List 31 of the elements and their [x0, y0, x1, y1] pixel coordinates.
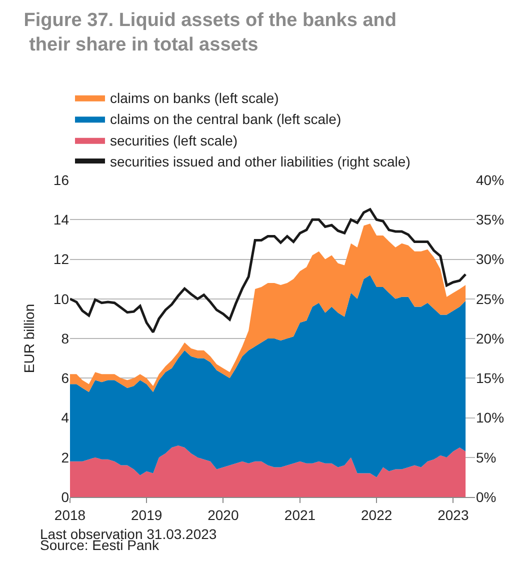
y-tick-label: 16	[53, 172, 70, 188]
y2-tick-label: 35%	[476, 212, 504, 228]
x-tick-label: 2018	[54, 506, 86, 523]
y-tick-label: 12	[53, 251, 70, 268]
chart-title: Figure 37. Liquid assets of the banks and their share in total assets	[24, 10, 397, 56]
x-tick-label: 2023	[438, 506, 469, 523]
y2-tick-label: 40%	[476, 172, 504, 188]
legend-label: claims on banks (left scale)	[110, 90, 279, 106]
y-tick-label: 10	[53, 290, 70, 307]
y2-tick-label: 5%	[476, 449, 496, 466]
x-tick-label: 2021	[284, 506, 316, 523]
line-series	[70, 208, 467, 334]
y-tick-label: 0	[61, 488, 70, 505]
x-tick-label: 2019	[131, 506, 162, 523]
y-tick-label: 6	[61, 370, 70, 386]
legend-label: securities issued and other liabilities (right scale)	[110, 153, 410, 170]
y-axis-title: EUR billion	[21, 304, 38, 374]
y2-tick-label: 20%	[476, 330, 504, 346]
y2-tick-label: 30%	[476, 251, 504, 268]
y-tick-label: 2	[61, 449, 70, 466]
x-tick-label: 2022	[361, 506, 392, 523]
x-tick-label: 2020	[208, 506, 239, 523]
y-tick-label: 8	[61, 330, 70, 346]
y2-tick-label: 25%	[476, 290, 504, 307]
y-tick-label: 4	[61, 410, 70, 426]
legend-label: securities (left scale)	[110, 132, 238, 148]
y-tick-label: 14	[53, 212, 70, 228]
y2-tick-label: 10%	[476, 410, 504, 426]
legend-label: claims on the central bank (left scale)	[110, 111, 342, 128]
y2-tick-label: 15%	[476, 370, 504, 386]
y2-tick-label: 0%	[476, 488, 496, 505]
